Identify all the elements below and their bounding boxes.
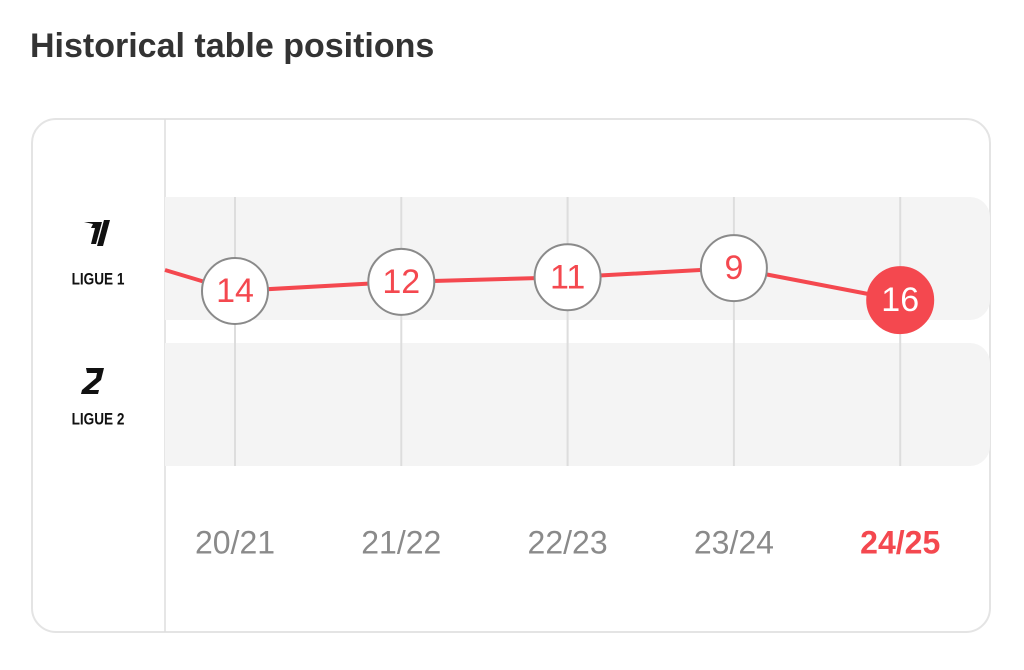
season-label: 24/25 xyxy=(860,524,940,560)
league-band xyxy=(165,343,990,466)
position-marker xyxy=(367,247,436,316)
position-label: 14 xyxy=(216,272,254,310)
position-marker xyxy=(866,266,935,335)
season-label: 20/21 xyxy=(195,524,275,560)
league-logo xyxy=(84,220,110,246)
position-label: 16 xyxy=(881,281,919,319)
position-label: 12 xyxy=(382,263,420,301)
section-title: Historical table positions xyxy=(30,27,434,65)
position-marker xyxy=(533,243,602,312)
league-name: LIGUE 2 xyxy=(72,410,125,429)
position-marker xyxy=(699,234,768,303)
position-label: 11 xyxy=(550,258,585,296)
season-label: 23/24 xyxy=(694,524,774,560)
season-label: 22/23 xyxy=(528,524,608,560)
position-marker xyxy=(201,256,269,325)
position-label: 9 xyxy=(724,249,743,287)
league-name: LIGUE 1 xyxy=(72,270,125,289)
season-label: 21/22 xyxy=(361,524,441,560)
league-logo xyxy=(81,368,104,394)
